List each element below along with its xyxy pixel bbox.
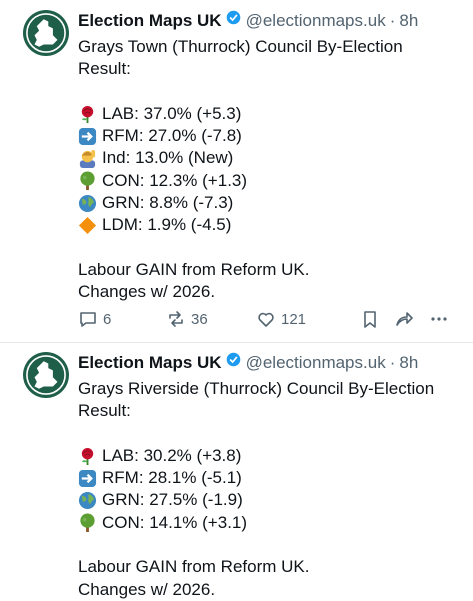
blank-line	[78, 237, 403, 259]
result-line: GRN: 8.8% (-7.3)	[78, 192, 403, 214]
more[interactable]	[429, 309, 449, 329]
result-line: CON: 12.3% (+1.3)	[78, 170, 403, 192]
result-text: CON: 12.3% (+1.3)	[102, 170, 248, 190]
reply-count: 6	[103, 310, 112, 328]
text-line: Labour GAIN from Reform UK.	[78, 557, 310, 577]
emoji-icon	[78, 171, 97, 191]
like[interactable]: 121	[256, 309, 306, 329]
action-bar: 6 36 121	[78, 309, 458, 333]
verified-badge	[225, 9, 242, 26]
tweet-text: Grays Town (Thurrock) Council By-Electio…	[78, 36, 403, 304]
emoji-icon	[78, 105, 97, 124]
blank-line	[78, 534, 434, 556]
result-text: GRN: 27.5% (-1.9)	[102, 490, 243, 510]
result-line: Ind: 13.0% (New)	[78, 147, 403, 169]
emoji-icon	[78, 447, 97, 466]
blank-line	[78, 81, 403, 103]
verified-badge	[225, 351, 242, 368]
result-text: LDM: 1.9% (-4.5)	[102, 215, 232, 235]
text-line: Grays Riverside (Thurrock) Council By-El…	[78, 379, 435, 398]
text-line: Result:	[78, 59, 131, 79]
repost[interactable]: 36	[166, 309, 208, 329]
result-text: RFM: 28.1% (-5.1)	[102, 468, 242, 488]
result-line: GRN: 27.5% (-1.9)	[78, 489, 434, 511]
tweet-text: Grays Riverside (Thurrock) Council By-El…	[78, 378, 434, 601]
bookmark[interactable]	[360, 309, 380, 329]
emoji-icon	[78, 469, 97, 488]
text-line: Changes w/ 2026.	[78, 579, 216, 599]
emoji-icon	[78, 491, 97, 510]
result-text: CON: 14.1% (+3.1)	[102, 512, 248, 532]
separator: ·	[389, 11, 396, 30]
timestamp: 8h	[399, 353, 419, 372]
result-line: LDM: 1.9% (-4.5)	[78, 214, 403, 236]
author-name: Election Maps UK	[78, 353, 222, 372]
share-icon	[394, 309, 414, 329]
repost-count: 36	[191, 310, 208, 328]
result-text: GRN: 8.8% (-7.3)	[102, 193, 234, 213]
result-text: LAB: 30.2% (+3.8)	[102, 445, 242, 465]
tweet-header: Election Maps UK @electionmaps.uk · 8h	[78, 351, 418, 374]
separator: ·	[389, 353, 396, 372]
tweet-header: Election Maps UK @electionmaps.uk · 8h	[78, 9, 418, 32]
text-line: Labour GAIN from Reform UK.	[78, 259, 310, 279]
emoji-icon	[78, 149, 97, 169]
result-line: RFM: 27.0% (-7.8)	[78, 125, 403, 147]
divider	[0, 342, 473, 343]
reply[interactable]: 6	[78, 309, 111, 329]
result-text: LAB: 37.0% (+5.3)	[102, 103, 242, 123]
emoji-icon	[78, 194, 97, 213]
more-icon	[429, 309, 449, 329]
result-line: LAB: 30.2% (+3.8)	[78, 445, 434, 467]
result-line: LAB: 37.0% (+5.3)	[78, 103, 403, 125]
text-line: Grays Town (Thurrock) Council By-Electio…	[78, 37, 403, 56]
avatar	[23, 352, 69, 398]
result-line: RFM: 28.1% (-5.1)	[78, 467, 434, 489]
reply-icon	[78, 309, 98, 329]
author-name: Election Maps UK	[78, 11, 222, 30]
emoji-icon	[78, 216, 97, 235]
emoji-icon	[78, 513, 97, 533]
text-line: Changes w/ 2026.	[78, 282, 216, 302]
result-text: RFM: 27.0% (-7.8)	[102, 126, 242, 146]
handle: @electionmaps.uk	[245, 353, 386, 372]
repost-icon	[166, 309, 186, 329]
timestamp: 8h	[399, 11, 419, 30]
text-line: Result:	[78, 401, 131, 421]
blank-line	[78, 423, 434, 445]
like-icon	[256, 309, 276, 329]
avatar	[23, 10, 69, 56]
bookmark-icon	[360, 309, 380, 329]
result-text: Ind: 13.0% (New)	[102, 148, 234, 168]
emoji-icon	[78, 127, 97, 146]
handle: @electionmaps.uk	[245, 11, 386, 30]
like-count: 121	[281, 310, 307, 328]
result-line: CON: 14.1% (+3.1)	[78, 512, 434, 534]
share[interactable]	[394, 309, 414, 329]
